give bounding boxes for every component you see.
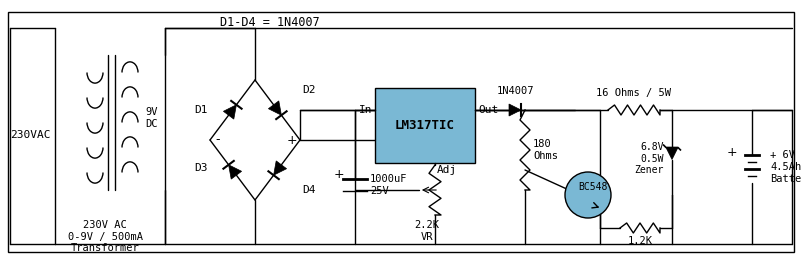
Circle shape (565, 172, 611, 218)
Text: 230VAC: 230VAC (10, 130, 51, 140)
Text: D3: D3 (195, 163, 208, 173)
Text: +: + (286, 134, 298, 146)
Polygon shape (509, 104, 521, 116)
Text: 1000uF
25V: 1000uF 25V (370, 174, 407, 196)
Polygon shape (273, 161, 286, 175)
Text: 16 Ohms / 5W: 16 Ohms / 5W (597, 88, 671, 98)
Text: +: + (727, 145, 737, 159)
Text: LM317TIC: LM317TIC (395, 119, 455, 132)
Text: D4: D4 (302, 185, 315, 195)
Text: 230V AC
0-9V / 500mA
Transformer: 230V AC 0-9V / 500mA Transformer (67, 220, 143, 253)
Text: 9V
DC: 9V DC (145, 107, 157, 129)
Text: 1.2K: 1.2K (627, 236, 653, 246)
Polygon shape (666, 148, 678, 160)
Text: -: - (216, 134, 221, 146)
Text: +: + (334, 168, 344, 182)
Bar (375, 88, 475, 163)
Text: + 6V
4.5Ah
Battery: + 6V 4.5Ah Battery (770, 150, 802, 184)
Text: Out: Out (478, 105, 498, 115)
Text: Adj: Adj (437, 165, 457, 175)
Polygon shape (229, 165, 241, 179)
Text: In: In (358, 105, 372, 115)
Text: D1: D1 (195, 105, 208, 115)
Text: D2: D2 (302, 85, 315, 95)
Text: 180
Ohms: 180 Ohms (533, 139, 558, 161)
Polygon shape (269, 101, 282, 115)
Text: D1-D4 = 1N4007: D1-D4 = 1N4007 (220, 15, 320, 29)
Polygon shape (224, 105, 237, 119)
Text: 1N4007: 1N4007 (496, 86, 534, 96)
Text: 6.8V
0.5W
Zener: 6.8V 0.5W Zener (634, 142, 664, 175)
Text: 2.2K
VR: 2.2K VR (415, 220, 439, 242)
Text: BC548: BC548 (578, 182, 608, 192)
